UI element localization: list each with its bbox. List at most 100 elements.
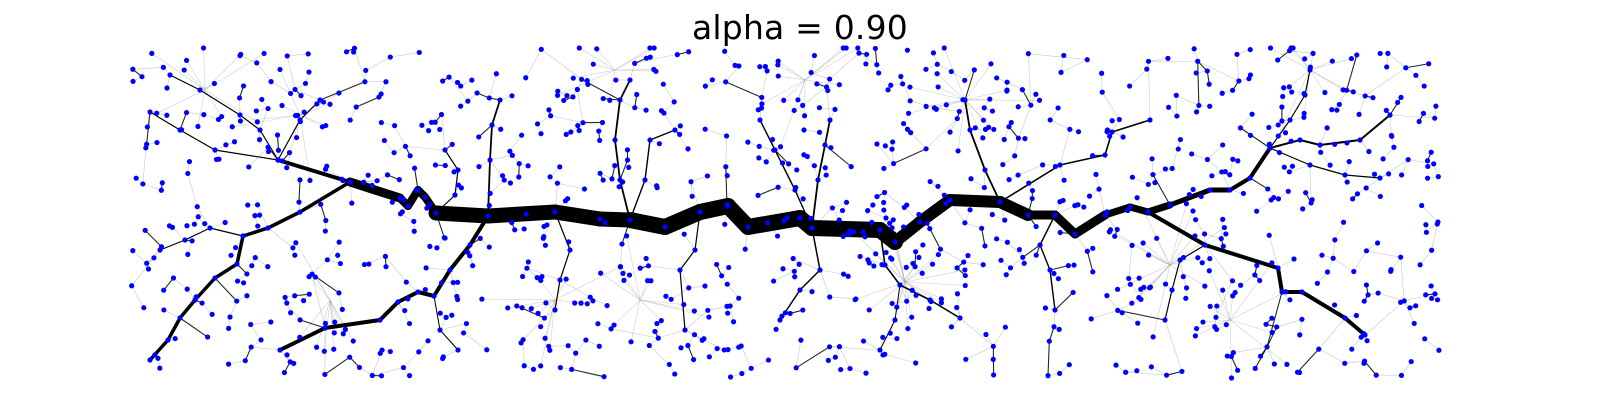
branch-edge	[759, 119, 813, 229]
faint-edge	[250, 321, 272, 325]
branch-edge	[554, 211, 571, 311]
network-node	[1218, 236, 1224, 242]
faint-edge	[1215, 280, 1233, 318]
trunk-edge	[740, 210, 808, 235]
network-node	[382, 253, 389, 260]
tree-edge	[320, 203, 327, 222]
network-node	[1084, 248, 1090, 254]
network-node	[340, 331, 346, 337]
faint-edge	[1101, 91, 1120, 120]
network-node	[342, 326, 348, 332]
network-node	[775, 62, 781, 68]
network-node	[455, 279, 461, 285]
fan-edge	[904, 269, 966, 283]
network-node	[1238, 282, 1244, 288]
faint-edge	[1175, 95, 1200, 106]
network-node	[252, 255, 258, 261]
faint-edge	[648, 265, 681, 271]
network-node	[258, 337, 264, 343]
network-node	[1344, 179, 1350, 185]
fan-edge	[639, 280, 648, 301]
network-node	[572, 300, 578, 306]
network-node	[561, 97, 567, 104]
faint-edge	[792, 258, 821, 271]
network-node	[829, 205, 835, 211]
faint-edge	[970, 178, 985, 188]
network-node	[207, 225, 213, 231]
network-node	[662, 224, 668, 230]
network-node	[574, 86, 580, 93]
network-node	[1403, 65, 1409, 71]
faint-edge	[899, 284, 908, 302]
faint-edge	[1101, 72, 1103, 93]
network-node	[1377, 193, 1383, 200]
network-node	[889, 146, 895, 152]
faint-edge	[574, 296, 591, 304]
branch-edge	[679, 211, 701, 331]
network-node	[971, 67, 977, 73]
network-node	[438, 111, 445, 118]
network-node	[479, 296, 485, 302]
network-node	[1119, 310, 1125, 316]
network-node	[658, 108, 665, 114]
network-node	[493, 71, 499, 77]
network-node	[775, 184, 781, 190]
network-node	[184, 286, 190, 292]
network-node	[724, 303, 730, 309]
network-node	[151, 255, 157, 261]
network-node	[839, 207, 846, 214]
faint-edge	[663, 112, 676, 131]
network-node	[347, 354, 353, 360]
network-node	[546, 107, 552, 113]
network-node	[411, 218, 417, 224]
network-node	[1207, 256, 1213, 262]
network-node	[521, 226, 527, 232]
network-node	[140, 181, 146, 187]
fan-edge	[324, 299, 331, 352]
fan-edge	[1142, 242, 1171, 266]
network-node	[1033, 91, 1039, 97]
network-node	[516, 174, 522, 180]
network-node	[353, 104, 359, 110]
fan-edge	[203, 47, 206, 91]
network-node	[366, 261, 372, 267]
faint-edge	[1344, 360, 1365, 364]
network-node	[1220, 243, 1226, 249]
network-node	[927, 178, 933, 185]
network-node	[874, 141, 880, 147]
network-node	[384, 172, 391, 178]
network-node	[535, 310, 541, 316]
network-node	[1366, 148, 1372, 155]
fan-edge	[329, 299, 354, 342]
network-node	[908, 130, 914, 136]
network-node	[890, 139, 896, 145]
fan-edge	[299, 114, 327, 126]
network-node	[377, 350, 383, 356]
network-node	[485, 213, 491, 219]
network-node	[130, 78, 136, 84]
network-node	[924, 220, 930, 226]
network-node	[617, 97, 623, 103]
faint-edge	[489, 179, 505, 194]
network-node	[981, 105, 987, 111]
network-node	[843, 199, 850, 205]
fan-edge	[1209, 270, 1231, 321]
network-node	[199, 300, 205, 306]
network-node	[907, 84, 913, 90]
faint-edge	[1195, 219, 1205, 235]
network-node	[554, 92, 561, 98]
network-node	[1234, 51, 1240, 57]
network-node	[1162, 281, 1169, 287]
network-node	[322, 371, 328, 378]
network-node	[825, 87, 831, 94]
network-node	[1047, 267, 1053, 273]
network-node	[1350, 89, 1356, 95]
network-node	[237, 53, 243, 59]
network-node	[702, 126, 708, 132]
network-node	[863, 61, 869, 67]
faint-edge	[1365, 187, 1381, 197]
network-node	[1269, 260, 1275, 266]
trunk-edge	[1167, 187, 1213, 208]
network-node	[1075, 202, 1081, 208]
